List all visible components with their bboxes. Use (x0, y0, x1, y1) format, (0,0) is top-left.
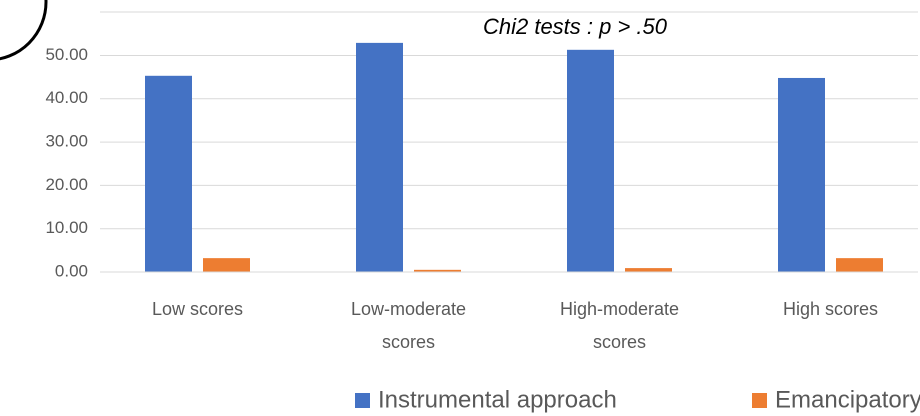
bar (356, 42, 403, 272)
bar (203, 258, 250, 272)
legend-swatch (752, 393, 767, 408)
x-tick-label: Low-moderate scores (351, 299, 466, 352)
legend-swatch (355, 393, 370, 408)
y-tick-label: 20.00 (45, 175, 88, 194)
x-tick-label: High scores (783, 299, 878, 319)
legend-label: Emancipatory approach (775, 386, 920, 413)
y-tick-label: 50.00 (45, 45, 88, 64)
bar (778, 77, 825, 272)
bar (836, 258, 883, 272)
x-tick-label: High-moderate scores (560, 299, 679, 352)
annotation: Chi2 tests : p > .50 (483, 14, 668, 39)
bar (145, 75, 192, 273)
y-tick-label: 40.00 (45, 88, 88, 107)
x-tick-label: Low scores (152, 299, 243, 319)
y-tick-label: 0.00 (55, 261, 88, 280)
bar (625, 268, 672, 272)
y-tick-label: 10.00 (45, 218, 88, 237)
bar (567, 49, 614, 273)
bar (414, 269, 461, 272)
y-tick-label: 30.00 (45, 132, 88, 151)
legend-label: Instrumental approach (378, 386, 617, 413)
overlay-circle (0, 0, 48, 61)
